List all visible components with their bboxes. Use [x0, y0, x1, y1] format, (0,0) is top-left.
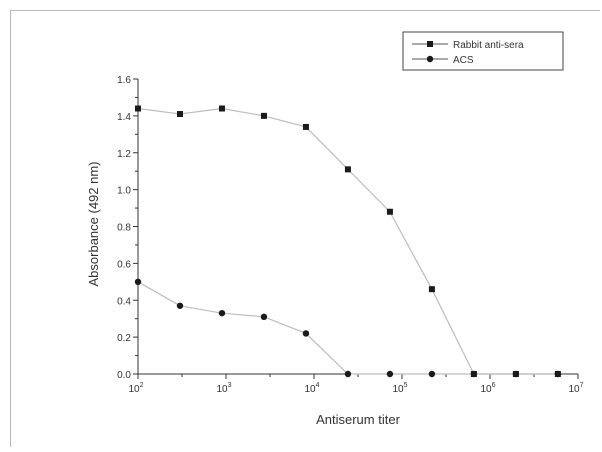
series-acs-point — [428, 370, 436, 378]
x-tick-base: 10 — [568, 384, 580, 395]
legend-box — [402, 31, 564, 71]
x-tick-label: 104 — [304, 382, 319, 395]
y-tick-label: 0.0 — [117, 370, 131, 381]
series-acs-point — [512, 370, 520, 378]
legend-label: Rabbit anti-sera — [453, 40, 524, 51]
series-acs-point — [554, 370, 562, 378]
series-acs-point — [176, 302, 184, 309]
series-rabbit-anti-sera-point — [302, 123, 309, 130]
series-acs — [134, 278, 562, 378]
x-axis-label: Antiserum titer — [316, 412, 400, 427]
x-tick-exponent: 6 — [492, 382, 496, 389]
x-tick-base: 10 — [304, 384, 316, 395]
series-rabbit-anti-sera-point — [135, 105, 141, 112]
x-tick-base: 10 — [480, 384, 492, 395]
plot-area — [134, 105, 562, 378]
series-rabbit-anti-sera-point — [386, 208, 393, 215]
series-acs-point — [470, 370, 478, 378]
y-tick-label: 0.4 — [117, 296, 131, 307]
y-tick-label: 1.6 — [117, 75, 131, 86]
y-axis-label: Absorbance (492 nm) — [86, 161, 101, 286]
y-tick-label: 1.0 — [117, 186, 131, 197]
series-acs-point — [344, 370, 352, 378]
series-rabbit-anti-sera-point — [344, 166, 351, 173]
y-tick-label: 0.2 — [117, 333, 131, 344]
x-tick-base: 10 — [392, 384, 404, 395]
x-tick-exponent: 4 — [316, 382, 320, 389]
x-tick-exponent: 2 — [140, 382, 144, 389]
series-acs-point — [386, 370, 394, 378]
y-tick-label: 0.8 — [117, 223, 131, 234]
legend-marker — [427, 41, 433, 47]
series-rabbit-anti-sera-line — [137, 107, 558, 375]
x-tick-base: 10 — [216, 384, 228, 395]
x-tick-label: 106 — [480, 382, 495, 395]
series-acs-point — [302, 330, 310, 337]
x-tick-label: 103 — [216, 382, 231, 395]
legend: Rabbit anti-sera ACS — [402, 31, 564, 71]
series-rabbit-anti-sera-point — [260, 112, 267, 119]
series-acs-point — [134, 278, 142, 286]
x-tick-exponent: 3 — [228, 382, 232, 389]
series-rabbit-anti-sera-point — [428, 286, 435, 293]
x-ticks: 102 103 104 105 106 107 — [128, 374, 584, 395]
legend-label: ACS — [453, 55, 474, 66]
series-acs-line — [137, 281, 558, 375]
y-ticks: 0.0 0.2 0.4 0.6 0.8 1.0 1.2 1.4 1.6 — [117, 75, 138, 381]
series-rabbit-anti-sera-point — [176, 111, 183, 118]
x-tick-label: 107 — [568, 382, 583, 395]
x-tick-base: 10 — [128, 384, 140, 395]
y-tick-label: 1.4 — [117, 112, 131, 123]
figure-frame — [10, 10, 600, 447]
x-tick-label: 102 — [128, 382, 143, 395]
legend-marker — [426, 55, 434, 63]
series-rabbit-anti-sera-point — [218, 105, 225, 112]
y-tick-label: 1.2 — [117, 149, 131, 160]
x-tick-label: 105 — [392, 382, 407, 395]
x-tick-exponent: 7 — [580, 382, 584, 389]
series-acs-point — [218, 309, 226, 317]
series-rabbit-anti-sera — [135, 105, 561, 377]
axes — [137, 79, 578, 375]
x-tick-exponent: 5 — [404, 382, 408, 389]
series-acs-point — [260, 313, 268, 321]
y-tick-label: 0.6 — [117, 259, 131, 270]
